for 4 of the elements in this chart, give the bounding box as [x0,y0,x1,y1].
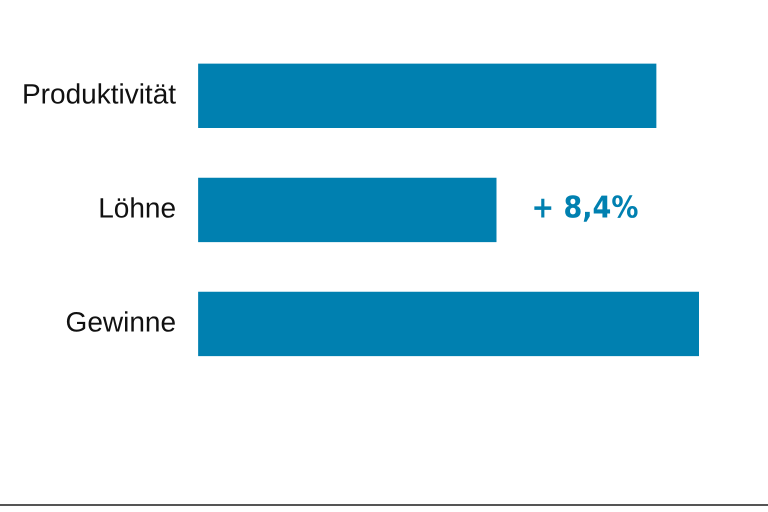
y-tick-label: Löhne [98,192,176,224]
y-tick-label: Gewinne [66,306,176,338]
y-tick-label: Produktivität [22,78,176,110]
data-label: + 8,4% [531,190,638,226]
